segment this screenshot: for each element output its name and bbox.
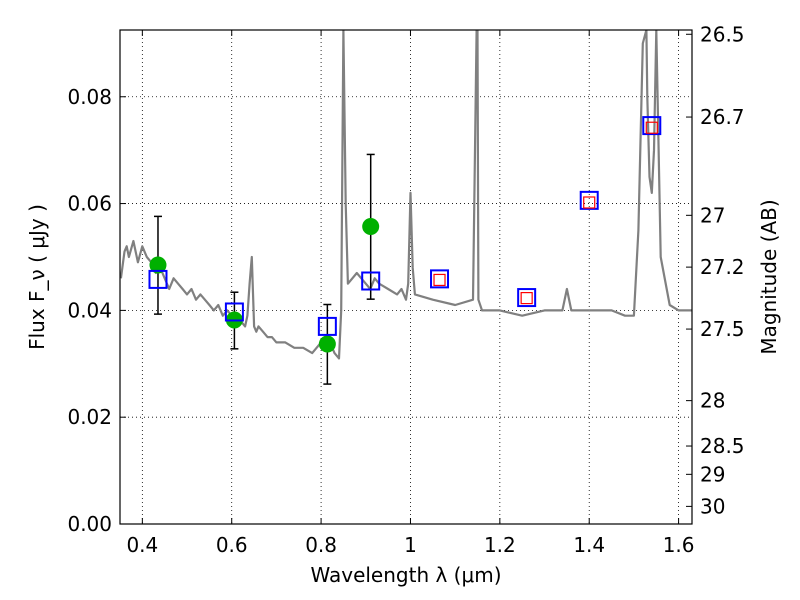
y-tick-label: 0.04 — [67, 298, 112, 322]
square-marker-layer — [148, 116, 662, 336]
x-tick-label: 1.2 — [484, 533, 516, 557]
y-tick-label: 0.06 — [67, 192, 112, 216]
right-tick-label: 26.5 — [700, 22, 745, 46]
y-tick-label: 0.08 — [67, 85, 112, 109]
right-y-axis-label: Magnitude (AB) — [757, 199, 781, 354]
predicted-band-square — [583, 196, 596, 209]
model-band-square — [579, 190, 599, 210]
right-tick-label: 28 — [700, 389, 725, 413]
model-band-square — [224, 302, 244, 322]
model-band-square — [317, 316, 337, 336]
model-band-square — [430, 269, 450, 289]
x-tick-label: 1.4 — [573, 533, 605, 557]
right-tick-label: 29 — [700, 462, 725, 486]
y-axis-label: Flux F_ν ( μJy ) — [25, 204, 49, 350]
right-tick-label: 27.2 — [700, 255, 745, 279]
predicted-band-square — [645, 121, 658, 134]
right-tick-label: 28.5 — [700, 434, 745, 458]
x-axis-label: Wavelength λ (μm) — [310, 563, 501, 587]
model-band-square — [642, 116, 662, 136]
y-tick-label: 0.02 — [67, 405, 112, 429]
model-band-square — [361, 271, 381, 291]
model-band-square — [517, 288, 537, 308]
x-tick-label: 0.6 — [216, 533, 248, 557]
predicted-band-square — [433, 273, 446, 287]
x-tick-label: 0.4 — [126, 533, 158, 557]
axis-ticks: 0.4 0.6 0.8 1 1.2 1.4 1.6 0.00 0.02 0.04 0.06 0.08 2… — [67, 22, 744, 557]
right-tick-label: 27 — [700, 203, 725, 227]
model-sed-line — [120, 30, 692, 360]
model-sed-layer — [120, 30, 692, 360]
observed-point — [149, 256, 167, 274]
right-tick-label: 30 — [700, 494, 725, 518]
predicted-band-square — [520, 291, 533, 305]
x-tick-label: 1 — [404, 533, 417, 557]
observed-point — [362, 218, 380, 236]
right-tick-label: 27.5 — [700, 317, 745, 341]
observed-point — [318, 335, 336, 353]
right-tick-label: 26.7 — [700, 105, 745, 129]
model-band-square — [148, 269, 168, 289]
y-tick-label: 0.00 — [67, 512, 112, 536]
plot-background — [120, 30, 692, 524]
plot-frame — [119, 29, 693, 525]
x-tick-label: 1.6 — [663, 533, 695, 557]
x-tick-label: 0.8 — [305, 533, 337, 557]
